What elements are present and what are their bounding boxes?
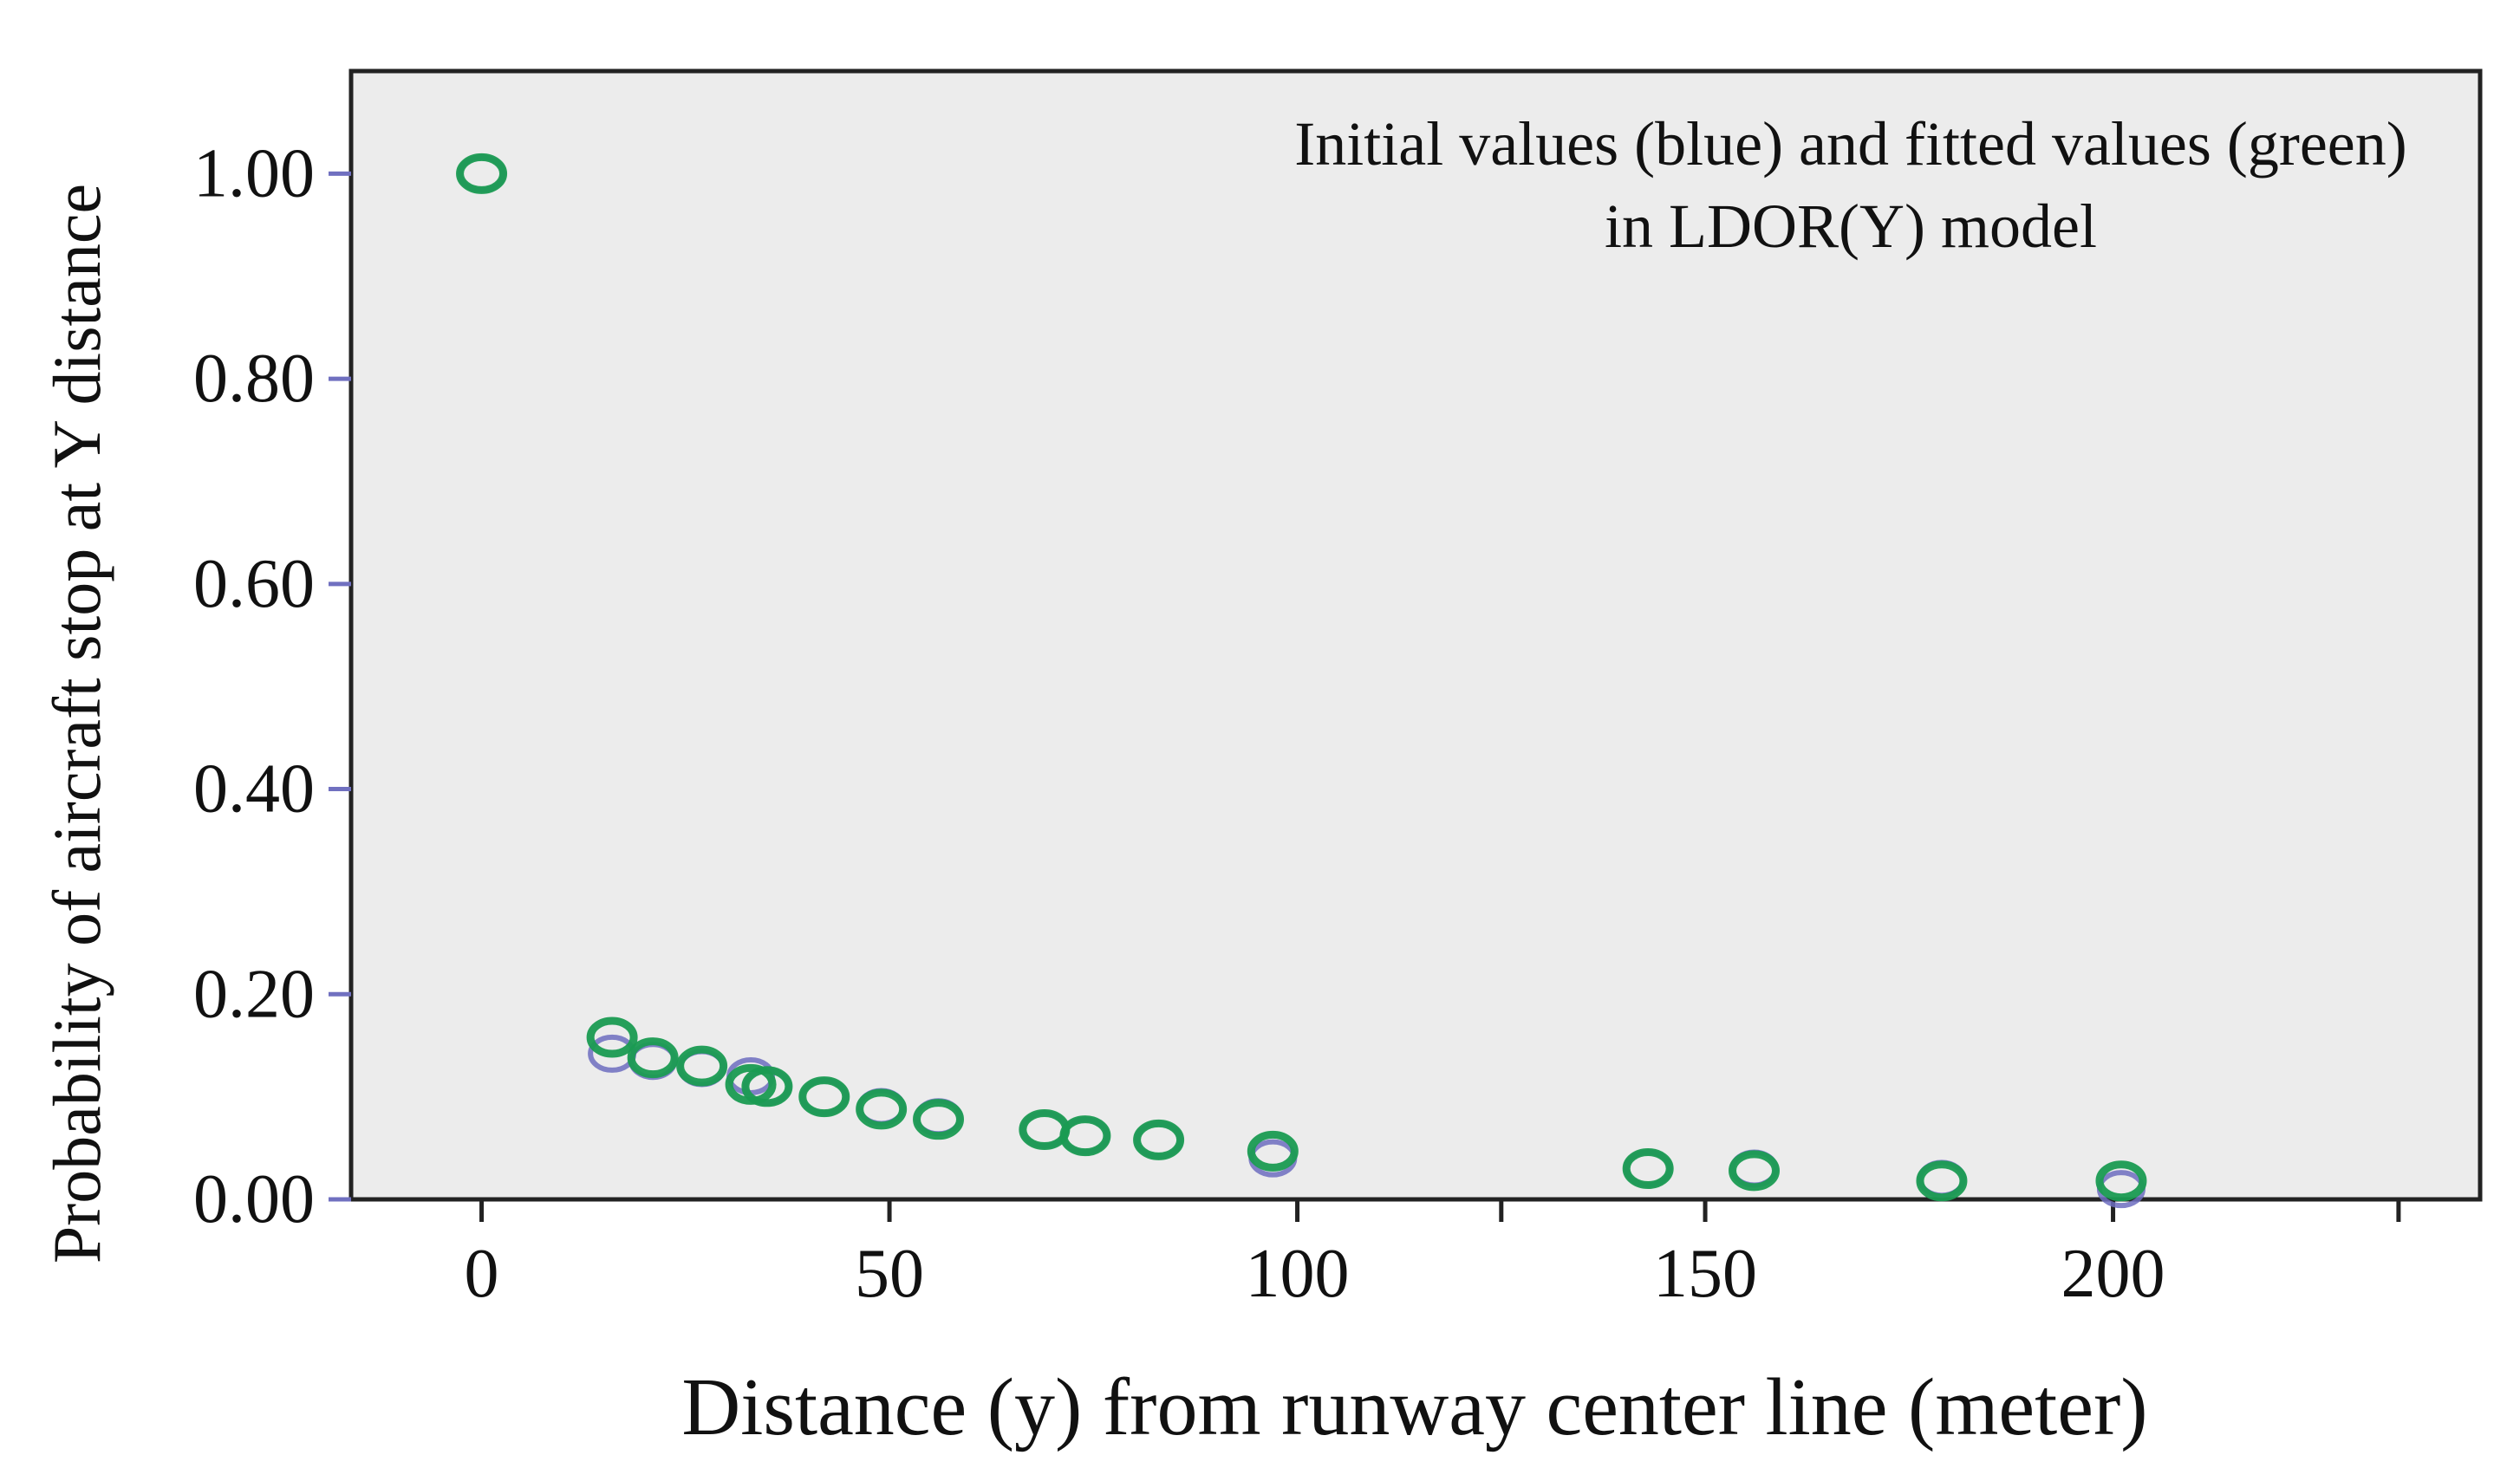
annotation-line-1: Initial values (blue) and fitted values … (1294, 109, 2406, 179)
x-axis: 0 50 100 150 200 (465, 1199, 2401, 1312)
x-tick-label: 50 (855, 1236, 924, 1312)
y-tick-label: 0.00 (193, 1161, 315, 1237)
fitted-value-point (1622, 1147, 1674, 1189)
fitted-value-point (913, 1099, 965, 1140)
data-points (456, 153, 2147, 1209)
fitted-value-point (586, 1017, 638, 1058)
annotation-line-2: in LDOR(Y) model (1605, 192, 2097, 261)
x-tick-label: 200 (2061, 1236, 2165, 1312)
x-tick-label: 100 (1246, 1236, 1350, 1312)
fitted-value-point (1247, 1130, 1299, 1172)
y-tick-label: 0.20 (193, 956, 315, 1032)
fitted-value-point (627, 1037, 679, 1079)
fitted-value-point (1059, 1115, 1111, 1157)
fitted-value-point (2095, 1160, 2147, 1202)
fitted-value-point (798, 1076, 850, 1118)
fitted-value-point (676, 1045, 728, 1087)
x-tick-label: 150 (1653, 1236, 1757, 1312)
y-axis-label: Probability of aircraft stop at Y distan… (39, 184, 114, 1263)
fitted-value-point (1916, 1160, 1968, 1202)
fitted-value-point (1133, 1119, 1185, 1160)
y-tick-label: 0.40 (193, 751, 315, 828)
fitted-value-point (456, 153, 508, 194)
fitted-value-point (741, 1066, 793, 1107)
fitted-value-point (856, 1088, 908, 1130)
y-tick-label: 0.60 (193, 546, 315, 622)
fitted-value-point (1729, 1150, 1781, 1192)
plot-area (348, 68, 2483, 1202)
y-tick-label: 1.00 (193, 135, 315, 211)
y-axis: 0.00 0.20 0.40 0.60 0.80 1.00 (193, 135, 351, 1237)
y-tick-label: 0.80 (193, 341, 315, 417)
x-tick-label: 0 (465, 1236, 499, 1312)
x-axis-label: Distance (y) from runway center line (me… (681, 1362, 2147, 1452)
